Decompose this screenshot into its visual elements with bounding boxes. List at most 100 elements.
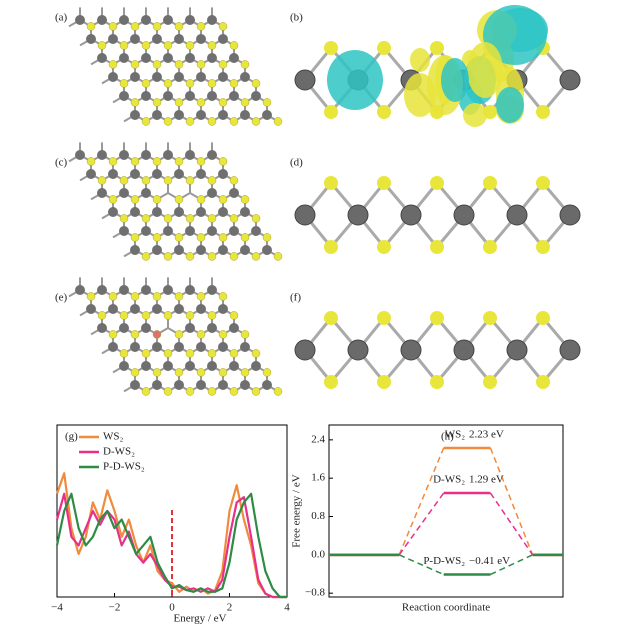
tungsten-atom [130, 342, 140, 352]
sulfur-atom [196, 368, 206, 377]
sulfur-atom [240, 98, 250, 107]
tungsten-atom [97, 188, 107, 198]
sulfur-atom [119, 79, 129, 88]
tungsten-atom [262, 380, 272, 390]
sulfur-atom [185, 41, 195, 50]
tungsten-atom [207, 323, 217, 333]
tungsten-atom [218, 169, 228, 179]
sulfur-atom [185, 311, 195, 320]
sulfur-atom [174, 60, 184, 69]
lattice [68, 7, 283, 126]
sulfur-atom [229, 349, 239, 358]
sulfur-atom [163, 252, 173, 261]
tungsten-atom [207, 361, 217, 371]
tungsten-atom [152, 169, 162, 179]
charge-density [441, 58, 469, 102]
sulfur-atom [196, 195, 206, 204]
sulfur-atom [262, 98, 272, 107]
tungsten-atom [97, 15, 107, 25]
sulfur-atom [141, 214, 151, 223]
legend-label: D-WS₂ [103, 446, 135, 458]
tungsten-atom [141, 53, 151, 63]
tungsten-atom [163, 226, 173, 236]
tungsten-atom [240, 110, 250, 120]
tungsten-atom [185, 361, 195, 371]
tungsten-atom [174, 380, 184, 390]
sulfur-atom [218, 292, 228, 301]
tungsten-atom [262, 245, 272, 255]
tungsten-atom [506, 204, 528, 226]
tungsten-atom [218, 110, 228, 120]
tungsten-atom [196, 304, 206, 314]
series-label: P-D-WS₂ [423, 555, 465, 567]
tungsten-atom [97, 150, 107, 160]
sulfur-atom [262, 233, 272, 242]
tungsten-atom [400, 204, 422, 226]
sulfur-atom [536, 375, 550, 389]
connector [489, 447, 534, 556]
sulfur-atom [218, 368, 228, 377]
tungsten-atom [152, 110, 162, 120]
tungsten-atom [141, 150, 151, 160]
sulfur-atom [119, 311, 129, 320]
tungsten-atom [141, 361, 151, 371]
tungsten-atom [229, 188, 239, 198]
tungsten-atom [130, 245, 140, 255]
sulfur-atom [218, 195, 228, 204]
tungsten-atom [347, 204, 369, 226]
charge-density [483, 5, 547, 65]
sulfur-atom [163, 311, 173, 320]
sulfur-atom [273, 252, 283, 261]
sulfur-atom [207, 117, 217, 126]
tungsten-atom [141, 323, 151, 333]
legend-label: WS₂ [103, 431, 124, 443]
sulfur-atom [130, 292, 140, 301]
tungsten-atom [141, 226, 151, 236]
sulfur-atom [536, 105, 550, 119]
sulfur-atom [207, 311, 217, 320]
sulfur-atom [119, 349, 129, 358]
sulfur-atom [218, 233, 228, 242]
tungsten-atom [163, 15, 173, 25]
sulfur-atom [174, 195, 184, 204]
sulfur-atom [130, 98, 140, 107]
tungsten-atom [207, 285, 217, 295]
charge-density [467, 42, 503, 98]
tungsten-atom [152, 342, 162, 352]
value-label: −0.41 eV [469, 555, 510, 567]
sulfur-atom [207, 252, 217, 261]
y-tick-label: −0.8 [305, 587, 325, 599]
charge-density [496, 87, 524, 123]
sulfur-atom [152, 233, 162, 242]
sulfur-atom [108, 330, 118, 339]
tungsten-atom [152, 380, 162, 390]
sulfur-atom [196, 157, 206, 166]
tungsten-atom [229, 323, 239, 333]
dos-curve [55, 472, 287, 599]
tungsten-atom [119, 323, 129, 333]
sulfur-atom [251, 117, 261, 126]
sulfur-atom [430, 41, 444, 55]
sulfur-atom [185, 387, 195, 396]
sulfur-atom [229, 252, 239, 261]
value-label: 1.29 eV [469, 474, 504, 486]
tungsten-atom [240, 380, 250, 390]
sulfur-atom [152, 157, 162, 166]
sulfur-atom [174, 98, 184, 107]
charge-density [463, 103, 487, 127]
sulfur-atom [273, 117, 283, 126]
sulfur-atom [97, 41, 107, 50]
charge-density [404, 73, 436, 117]
tungsten-atom [453, 339, 475, 361]
sulfur-atom [196, 330, 206, 339]
sulfur-atom [86, 292, 96, 301]
y-tick-label: 2.4 [311, 433, 325, 445]
tungsten-atom [108, 304, 118, 314]
tungsten-atom [108, 34, 118, 44]
sulfur-atom [483, 311, 497, 325]
x-axis-label: Energy / eV [174, 613, 227, 625]
side-view [294, 5, 581, 389]
tungsten-atom [262, 110, 272, 120]
sulfur-atom [163, 214, 173, 223]
tungsten-atom [130, 304, 140, 314]
